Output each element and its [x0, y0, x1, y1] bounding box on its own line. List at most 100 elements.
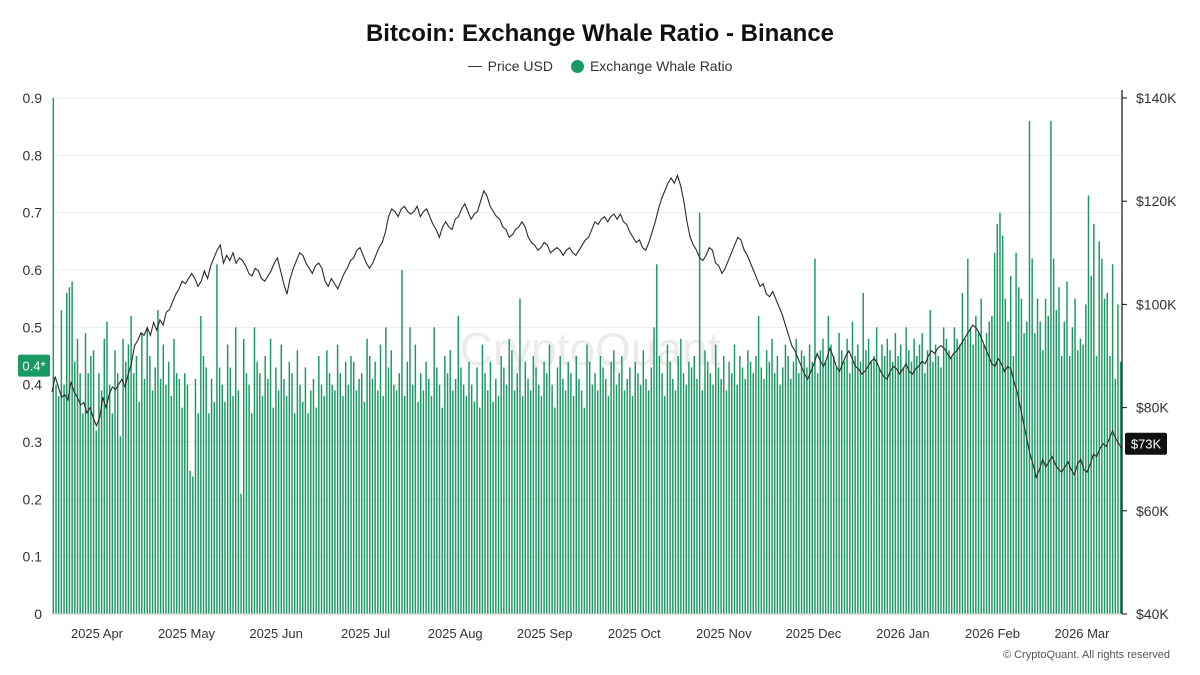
ratio-bar: [690, 367, 693, 614]
ratio-bar: [411, 384, 414, 614]
ratio-bar: [489, 361, 492, 614]
ratio-bar: [296, 350, 299, 614]
ratio-bar: [116, 373, 119, 614]
ratio-bar: [342, 396, 344, 614]
ratio-bar: [1031, 258, 1033, 614]
ratio-bar: [832, 356, 835, 614]
ratio-bar: [827, 315, 830, 614]
ratio-bar: [572, 396, 575, 614]
ratio-bar: [476, 367, 478, 614]
ratio-dot-legend-icon: [570, 59, 584, 73]
x-tick-label: 2026 Jan: [876, 626, 930, 641]
ratio-bar: [1009, 275, 1012, 614]
legend-item-price[interactable]: Price USD: [467, 58, 553, 74]
ratio-bar: [830, 344, 832, 614]
ratio-bar: [596, 390, 599, 614]
ratio-bar: [999, 212, 1001, 615]
ratio-bar: [336, 344, 339, 614]
ratio-bar: [554, 407, 556, 614]
ratio-bar: [905, 327, 907, 614]
ratio-bar: [757, 315, 760, 614]
ratio-bar: [645, 378, 647, 614]
ratio-bar: [910, 361, 913, 614]
ratio-bar: [985, 333, 988, 614]
ratio-bar: [224, 401, 226, 614]
ratio-bar: [669, 361, 671, 614]
ratio-bar: [1058, 287, 1060, 614]
ratio-bar: [74, 361, 76, 614]
legend-item-ratio[interactable]: Exchange Whale Ratio: [570, 58, 732, 74]
ratio-bar: [883, 356, 886, 614]
ratio-bar: [184, 373, 186, 614]
ratio-bar: [328, 373, 331, 614]
ratio-bar: [428, 378, 430, 614]
ratio-bar: [505, 384, 508, 614]
current-ratio-badge: [18, 354, 50, 377]
ratio-bar: [921, 333, 923, 614]
right-tick-label: $40K: [1136, 606, 1169, 622]
ratio-bar: [524, 361, 527, 614]
x-tick-label: 2025 Nov: [696, 626, 752, 641]
ratio-bar: [763, 378, 765, 614]
ratio-bar: [996, 224, 999, 614]
ratio-bar: [484, 373, 486, 614]
x-tick-label: 2025 May: [158, 626, 216, 641]
ratio-bar: [741, 367, 744, 614]
ratio-bar: [819, 350, 822, 614]
ratio-bar: [350, 356, 352, 614]
ratio-bar: [717, 367, 720, 614]
ratio-bar: [607, 396, 610, 614]
ratio-bar: [323, 396, 325, 614]
ratio-bar: [189, 470, 191, 614]
ratio-bar: [436, 367, 438, 614]
ratio-bar: [862, 292, 864, 614]
ratio-bar: [446, 373, 449, 614]
ratio-bar: [841, 350, 843, 614]
ratio-bar: [1044, 298, 1047, 614]
ratio-bar: [784, 344, 787, 614]
ratio-bar: [143, 378, 146, 614]
left-tick-label: 0.9: [23, 90, 43, 106]
ratio-bar: [806, 367, 808, 614]
ratio-bar: [243, 338, 245, 614]
ratio-bar: [913, 338, 915, 614]
ratio-bar: [374, 361, 376, 614]
ratio-bar: [444, 356, 446, 614]
ratio-bar: [125, 361, 127, 614]
ratio-bar: [975, 315, 977, 614]
ratio-bar: [559, 356, 561, 614]
ratio-bar: [889, 350, 891, 614]
ratio-bar: [358, 378, 360, 614]
ratio-bar: [977, 333, 980, 614]
ratio-bar: [934, 344, 937, 614]
ratio-bar: [674, 390, 677, 614]
ratio-bar: [1023, 333, 1025, 614]
ratio-bar: [68, 287, 71, 614]
ratio-bar: [873, 356, 875, 614]
ratio-bar: [293, 413, 296, 614]
x-tick-label: 2025 Aug: [428, 626, 483, 641]
ratio-bar: [1007, 321, 1009, 614]
ratio-bar: [773, 373, 776, 614]
ratio-bar: [736, 384, 738, 614]
ratio-bar: [602, 367, 604, 614]
ratio-bar: [197, 413, 199, 614]
ratio-bar: [859, 361, 862, 614]
ratio-bar: [57, 396, 60, 614]
ratio-bar: [1079, 338, 1082, 614]
ratio-bar: [315, 407, 317, 614]
right-tick-label: $100K: [1136, 296, 1177, 312]
ratio-bar: [519, 298, 521, 614]
ratio-bar: [787, 356, 789, 614]
ratio-bar: [621, 356, 623, 614]
ratio-bar: [693, 356, 695, 614]
ratio-bar: [226, 344, 229, 614]
ratio-bar: [205, 367, 207, 614]
right-axis-ticks: $40K $60K $80K $100K $120K $140K: [1122, 90, 1177, 622]
ratio-bar: [961, 292, 964, 614]
ratio-bar: [186, 384, 189, 614]
ratio-bar: [731, 373, 733, 614]
ratio-bar: [535, 367, 537, 614]
ratio-bar: [803, 356, 805, 614]
